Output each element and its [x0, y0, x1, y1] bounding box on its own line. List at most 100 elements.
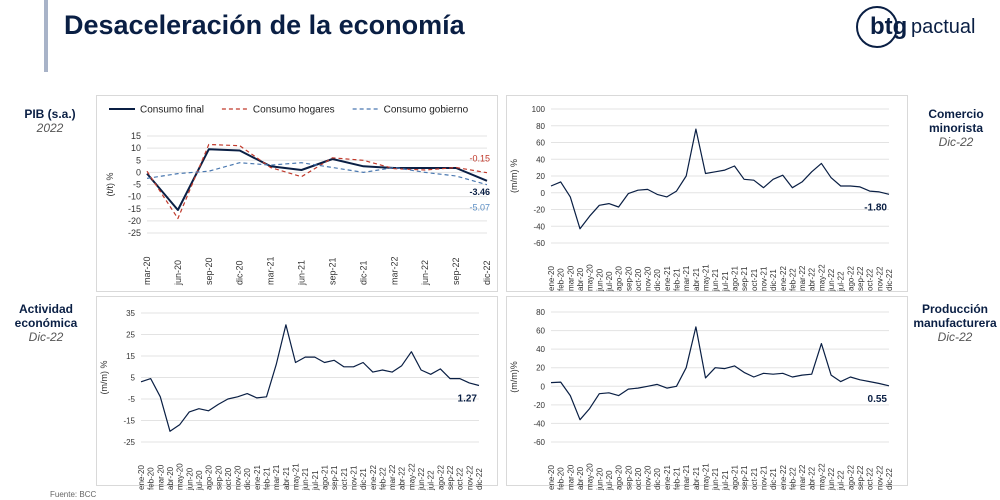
produccion-x-tick-label: dic-22: [885, 468, 894, 490]
actividad-x-tick-label: jul-20: [195, 470, 204, 491]
comercio-label-line1: Comercio: [928, 107, 984, 121]
comercio-x-tick-label: jul-22: [837, 271, 846, 292]
actividad-x-tick-label: dic-20: [243, 468, 252, 490]
actividad-x-tick-label: sep-20: [214, 465, 223, 490]
actividad-x-tick-label: feb-22: [378, 467, 387, 490]
comercio-x-tick-label: abr-21: [692, 267, 701, 291]
produccion-label: Producción manufacturera Dic-22: [910, 302, 1000, 344]
produccion-x-tick-label: jun-21: [711, 467, 720, 491]
actividad-x-tick-label: may-22: [407, 463, 416, 490]
pib-end-value-label-2: -5.07: [469, 203, 490, 213]
produccion-x-tick-label: jun-20: [595, 467, 604, 491]
actividad-y-tick-label: 5: [131, 374, 136, 383]
comercio-x-tick-label: jul-21: [721, 271, 730, 292]
comercio-x-tick-label: abr-22: [808, 267, 817, 291]
comercio-x-tick-label: may-22: [817, 264, 826, 291]
pib-x-tick-label: sep-21: [327, 257, 337, 285]
actividad-x-tick-label: ago-21: [320, 465, 329, 490]
produccion-x-tick-label: abr-21: [692, 466, 701, 490]
actividad-x-tick-label: nov-21: [349, 465, 358, 490]
produccion-x-tick-label: ene-20: [547, 465, 556, 490]
pib-legend-label-1: Consumo hogares: [253, 105, 335, 116]
comercio-label-line2: minorista: [928, 121, 983, 135]
comercio-x-tick-label: oct-22: [866, 268, 875, 291]
actividad-x-tick-label: nov-22: [465, 465, 474, 490]
produccion-x-tick-label: ago-22: [846, 465, 855, 490]
produccion-x-tick-label: ene-21: [663, 465, 672, 490]
actividad-x-tick-label: jun-21: [301, 467, 310, 491]
produccion-x-tick-label: oct-20: [634, 467, 643, 490]
comercio-x-tick-label: mar-20: [566, 265, 575, 291]
produccion-label-sub: Dic-22: [937, 330, 973, 344]
produccion-x-tick-label: may-22: [817, 463, 826, 490]
chart-comercio-svg: (m/m) % 100 80 60 40 20 0 -20 -40 -60 ene-20 feb-20…: [509, 105, 894, 292]
actividad-x-tick-label: abr-22: [398, 466, 407, 490]
comercio-y-tick-label: -40: [533, 222, 545, 231]
pib-y-tick-label: -5: [133, 180, 141, 190]
pib-x-tick-label: sep-22: [451, 257, 461, 285]
produccion-x-tick-label: oct-22: [866, 467, 875, 490]
actividad-x-tick-label: jul-21: [311, 470, 320, 491]
produccion-x-tick-label: oct-21: [750, 467, 759, 490]
actividad-y-tick-label: -15: [123, 417, 135, 426]
actividad-end-value-label-0: 1.27: [458, 394, 478, 405]
comercio-y-tick-label: 0: [541, 189, 546, 198]
comercio-x-tick-label: oct-20: [634, 268, 643, 291]
produccion-x-tick-label: nov-21: [759, 465, 768, 490]
actividad-x-tick-label: jun-22: [417, 467, 426, 491]
actividad-y-tick-label: -25: [123, 438, 135, 447]
source-note: Fuente: BCC: [50, 490, 97, 499]
logo-mark: btg: [870, 13, 908, 40]
pib-legend-label-0: Consumo final: [140, 105, 204, 116]
pib-x-tick-label: sep-20: [204, 257, 214, 285]
produccion-x-tick-label: may-21: [702, 463, 711, 490]
produccion-y-tick-label: 80: [536, 308, 545, 317]
produccion-x-tick-label: jun-22: [827, 467, 836, 491]
comercio-x-tick-label: jun-20: [595, 268, 604, 292]
pib-y-tick-label: -10: [128, 192, 141, 202]
logo-text: pactual: [911, 16, 976, 38]
chart-actividad-svg: (m/m) % 35 25 15 5 -5 -15 -25 ene-20 feb-20 mar-20…: [99, 309, 484, 491]
comercio-x-tick-label: may-20: [586, 264, 595, 291]
actividad-x-tick-label: mar-22: [388, 464, 397, 490]
comercio-x-tick-label: nov-20: [644, 266, 653, 291]
produccion-x-tick-label: may-20: [586, 463, 595, 490]
produccion-x-tick-label: feb-21: [673, 467, 682, 490]
title-accent-bar: [44, 0, 48, 72]
produccion-x-tick-label: abr-20: [576, 466, 585, 490]
pib-series-line-0: [146, 148, 488, 211]
produccion-x-tick-label: sep-22: [856, 465, 865, 490]
comercio-y-tick-label: 80: [536, 122, 545, 131]
comercio-y-tick-label: -60: [533, 239, 545, 248]
pib-y-tick-label: -25: [128, 228, 141, 238]
produccion-y-tick-label: -40: [533, 419, 545, 428]
comercio-y-tick-label: 60: [536, 139, 545, 148]
pib-x-tick-label: dic-20: [235, 260, 245, 285]
actividad-label-sub: Dic-22: [28, 330, 64, 344]
actividad-x-tick-label: ene-21: [253, 465, 262, 490]
produccion-x-tick-label: nov-22: [875, 465, 884, 490]
actividad-y-tick-label: 35: [126, 309, 135, 318]
produccion-x-tick-label: jul-21: [721, 470, 730, 491]
comercio-x-tick-label: ene-21: [663, 266, 672, 291]
pib-x-tick-label: dic-21: [358, 260, 368, 285]
actividad-x-tick-label: feb-20: [147, 467, 156, 490]
produccion-x-tick-label: ene-22: [779, 465, 788, 490]
produccion-x-tick-label: mar-20: [566, 464, 575, 490]
produccion-label-line2: manufacturera: [913, 316, 997, 330]
actividad-x-tick-label: mar-21: [272, 464, 281, 490]
comercio-label: Comercio minorista Dic-22: [910, 107, 1000, 149]
actividad-x-tick-label: dic-21: [359, 468, 368, 490]
comercio-x-tick-label: feb-20: [557, 268, 566, 291]
produccion-x-tick-label: mar-21: [682, 464, 691, 490]
actividad-x-tick-label: abr-20: [166, 466, 175, 490]
brand-logo: btg pactual: [856, 4, 996, 48]
produccion-x-tick-label: ago-21: [730, 465, 739, 490]
comercio-end-value-label-0: -1.80: [864, 202, 887, 213]
comercio-y-tick-label: 40: [536, 155, 545, 164]
actividad-label: Actividad económica Dic-22: [4, 302, 88, 344]
pib-y-tick-label: -20: [128, 216, 141, 226]
actividad-x-tick-label: may-20: [176, 463, 185, 490]
pib-y-axis-title: (t/t) %: [105, 173, 115, 197]
